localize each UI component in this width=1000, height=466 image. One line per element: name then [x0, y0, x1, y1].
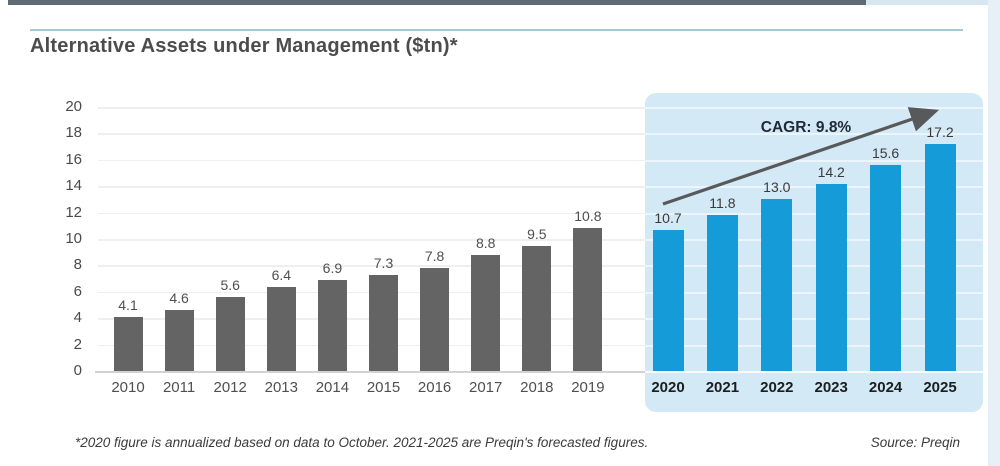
x-tick-label-2020: 2020 [651, 379, 685, 396]
value-label-2018: 9.5 [527, 225, 547, 242]
value-label-2022: 13.0 [763, 179, 791, 196]
gridline [98, 107, 645, 109]
x-tick-label-2025: 2025 [923, 379, 957, 396]
x-tick-label-2024: 2024 [868, 379, 903, 396]
bar-2019 [573, 228, 603, 371]
bar-2017 [471, 254, 501, 371]
gridline [98, 159, 645, 162]
cagr-annotation: CAGR: 9.8% [760, 119, 852, 136]
bar-2025 [924, 143, 956, 371]
bar-2015 [369, 274, 398, 371]
y-tick-label: 20 [65, 98, 82, 115]
bar-2014 [317, 279, 347, 371]
y-tick-label: 6 [73, 282, 82, 300]
bar-2022 [761, 199, 793, 371]
title-divider-rule [30, 29, 963, 31]
value-label-2012: 5.6 [220, 277, 240, 294]
value-label-2021: 11.8 [709, 195, 736, 212]
value-label-2010: 4.1 [118, 296, 138, 313]
x-tick-label-2021: 2021 [705, 379, 740, 396]
x-tick-label-2014: 2014 [315, 379, 350, 396]
x-axis-line [95, 371, 645, 373]
bar-2023 [815, 183, 847, 371]
y-tick-label: 18 [65, 124, 82, 142]
value-label-2019: 10.8 [574, 208, 602, 225]
x-tick-label-2013: 2013 [264, 379, 298, 396]
panel-gridline [645, 291, 983, 294]
x-tick-label-2011: 2011 [162, 379, 196, 396]
x-tick-label-2016: 2016 [417, 379, 452, 396]
value-label-2020: 10.7 [654, 209, 682, 226]
value-label-2016: 7.8 [424, 248, 445, 265]
value-label-2023: 14.2 [817, 163, 845, 180]
x-tick-label-2018: 2018 [520, 379, 554, 396]
bar-2013 [266, 286, 296, 371]
bar-2020 [652, 229, 684, 371]
gridline [98, 212, 645, 215]
panel-gridline [645, 107, 983, 109]
panel-gridline [645, 265, 983, 268]
value-label-2014: 6.9 [322, 259, 343, 276]
panel-gridline [645, 318, 983, 321]
right-edge-strip [988, 0, 1000, 466]
gridline [98, 265, 645, 267]
bar-2016 [420, 268, 450, 371]
bar-2010 [113, 316, 143, 371]
footnote: *2020 figure is annualized based on data… [75, 435, 649, 450]
x-tick-label-2022: 2022 [760, 379, 794, 396]
panel-gridline [645, 344, 983, 347]
panel-gridline [645, 239, 983, 241]
panel-baseline [645, 371, 983, 373]
gridline [98, 239, 645, 241]
x-tick-label-2015: 2015 [366, 379, 401, 396]
y-tick-label: 12 [65, 203, 82, 221]
top-edge-band-light [866, 0, 1000, 5]
gridline [98, 186, 645, 188]
panel-gridline [645, 212, 983, 215]
gridline [98, 133, 645, 135]
y-tick-label: 16 [65, 150, 82, 168]
y-tick-label: 4 [73, 309, 82, 327]
value-label-2025: 17.2 [926, 123, 954, 140]
bar-2011 [164, 310, 194, 371]
bar-2018 [522, 245, 552, 371]
value-label-2013: 6.4 [271, 266, 292, 283]
y-tick-label: 8 [73, 256, 82, 274]
bar-2024 [870, 165, 902, 371]
bar-2021 [706, 215, 738, 371]
bar-2012 [215, 297, 245, 371]
x-tick-label-2019: 2019 [571, 379, 605, 396]
y-tick-label: 0 [73, 362, 82, 379]
source-credit: Source: Preqin [870, 435, 960, 450]
y-tick-label: 14 [65, 177, 82, 195]
x-tick-label-2023: 2023 [814, 379, 848, 396]
value-label-2024: 15.6 [871, 145, 900, 162]
chart-title: Alternative Assets under Management ($tn… [30, 35, 458, 57]
y-tick-label: 2 [73, 335, 82, 353]
x-tick-label-2017: 2017 [469, 379, 503, 396]
top-edge-band [8, 0, 866, 5]
value-label-2011: 4.6 [169, 290, 189, 307]
value-label-2017: 8.8 [475, 234, 496, 251]
x-tick-label-2010: 2010 [111, 379, 145, 396]
x-tick-label-2012: 2012 [213, 379, 247, 396]
y-tick-label: 10 [65, 230, 82, 247]
value-label-2015: 7.3 [373, 254, 394, 271]
